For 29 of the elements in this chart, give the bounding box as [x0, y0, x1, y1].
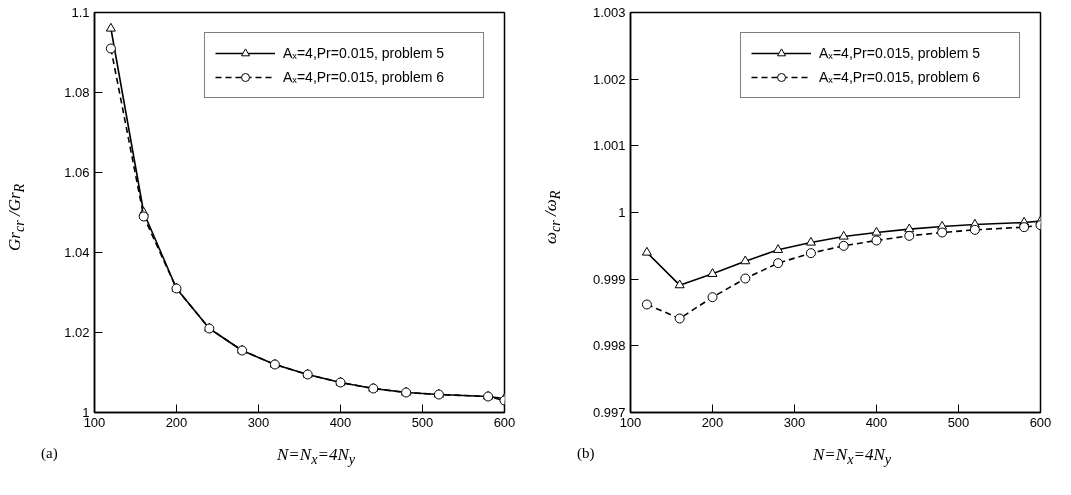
y-tick-label: 1.02 — [64, 325, 90, 340]
x-tick-label: 400 — [329, 414, 352, 430]
text: (a) — [41, 445, 58, 462]
x-axis-title: N=N$_{x}$=4N$_{y}$ — [275, 445, 357, 469]
y-tick-label: 1.08 — [64, 85, 90, 100]
y-tick-label: 0.998 — [592, 338, 626, 354]
x-tick-label: 500 — [947, 414, 970, 430]
y-tick-label: 1.003 — [592, 5, 626, 20]
legend-label: Aₓ=4,Pr=0.015, problem 5 — [819, 44, 982, 63]
x-tick-label: 500 — [411, 414, 434, 430]
y-tick-label: 0.999 — [592, 271, 626, 287]
y-tick-label: 1.002 — [592, 71, 626, 87]
x-tick-label: 300 — [247, 414, 270, 430]
y-tick-label: 1.001 — [592, 138, 626, 154]
legend-label: Aₓ=4,Pr=0.015, problem 6 — [283, 68, 446, 87]
x-tick-label: 200 — [165, 414, 188, 430]
y-tick-label: 1.04 — [64, 245, 90, 260]
y-tick-label: 1 — [618, 205, 626, 220]
x-tick-label: 600 — [1029, 414, 1052, 430]
legend-label: Aₓ=4,Pr=0.015, problem 5 — [283, 44, 446, 63]
x-tick-label: 300 — [783, 414, 806, 430]
x-axis-title: N=N$_{x}$=4N$_{y}$ — [811, 445, 893, 469]
legend-label: Aₓ=4,Pr=0.015, problem 6 — [819, 68, 982, 87]
y-tick-label: 1.06 — [64, 165, 90, 180]
x-tick-label: 400 — [865, 414, 888, 430]
x-tick-label: 200 — [701, 414, 724, 430]
x-tick-label: 600 — [493, 414, 516, 430]
y-tick-label: 1.1 — [71, 5, 90, 20]
text: (b) — [577, 445, 595, 462]
